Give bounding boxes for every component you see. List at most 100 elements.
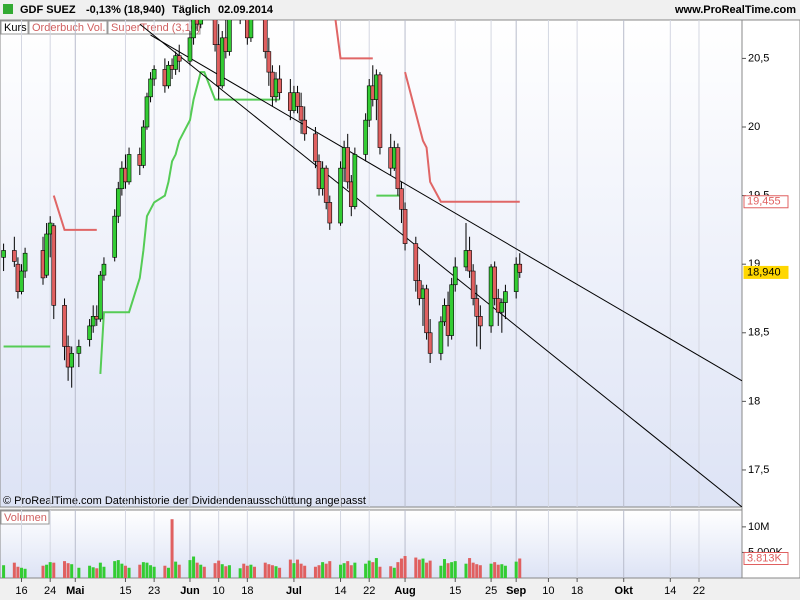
candle-body: [44, 233, 49, 276]
volume-bar: [353, 562, 357, 578]
candle-body: [338, 167, 343, 224]
candle-body: [449, 284, 454, 336]
volume-bar: [224, 566, 228, 578]
volume-bar: [141, 562, 145, 578]
volume-bar: [439, 565, 443, 578]
volume-bar: [500, 564, 504, 578]
volume-bar: [242, 563, 246, 578]
candle-body: [173, 55, 178, 70]
volume-bar: [220, 564, 224, 578]
volume-bar: [227, 565, 231, 578]
candle-body: [69, 353, 74, 368]
price-axis: [741, 19, 800, 579]
volume-bar: [489, 563, 493, 578]
x-tick-label: 10: [213, 585, 225, 597]
x-tick-label: 14: [334, 585, 346, 597]
candle-body: [112, 215, 118, 258]
site: www.ProRealTime.com: [674, 4, 796, 16]
legend-book: Orderbuch Vol.: [32, 22, 105, 34]
candle-body: [227, 20, 232, 52]
volume-bar: [12, 562, 16, 578]
price-plot: [1, 20, 742, 507]
candle-body: [248, 20, 254, 39]
volume-bar: [475, 564, 479, 578]
volume-bar: [378, 566, 382, 578]
symbol-icon: [3, 4, 13, 14]
volume-bar: [120, 563, 124, 578]
x-tick-label: 25: [485, 585, 497, 597]
candle-body: [313, 133, 318, 162]
volume-bar: [328, 561, 332, 578]
candle-body: [492, 266, 497, 299]
candle-body: [352, 154, 358, 207]
x-tick-label: Jun: [180, 585, 200, 597]
candle-body: [101, 263, 107, 276]
volume-bar: [453, 561, 457, 578]
candle-body: [478, 316, 483, 327]
candle-body: [148, 78, 153, 98]
candle-body: [266, 51, 272, 73]
price-label: 19,455: [747, 196, 781, 208]
x-tick-label: 23: [148, 585, 160, 597]
candle-body: [452, 266, 458, 286]
candle-body: [90, 316, 96, 327]
volume-bar: [468, 558, 472, 578]
candle-body: [424, 288, 429, 334]
volume-bar: [77, 567, 81, 578]
candle-body: [467, 250, 472, 272]
volume-bar: [392, 567, 396, 578]
volume-bar: [63, 561, 67, 578]
volume-bar: [324, 563, 328, 578]
candle-body: [399, 188, 404, 210]
volume-bar: [514, 561, 518, 578]
candle-body: [219, 37, 225, 87]
volume-bar: [346, 561, 350, 578]
volume-bar: [339, 564, 343, 578]
supertrend-line: [52, 20, 520, 231]
volume-bar: [199, 564, 203, 578]
candle-body: [438, 321, 444, 354]
volume-bar: [23, 568, 27, 578]
volume-bar: [41, 565, 45, 578]
volume-panel: [0, 509, 743, 579]
volume-bar: [253, 566, 257, 578]
candle-body: [327, 202, 333, 224]
x-tick-label: 22: [693, 585, 705, 597]
volume-bar: [478, 565, 482, 578]
volume-bar: [123, 565, 127, 578]
volume-bar: [396, 562, 400, 578]
volume-bar: [138, 564, 142, 578]
legend-box: [28, 20, 108, 35]
volume-bar: [152, 566, 156, 578]
trendline: [150, 34, 742, 382]
volume-bar: [2, 565, 6, 578]
volume-bar: [91, 567, 95, 578]
volume-bar: [66, 563, 70, 578]
x-tick-label: 10: [542, 585, 554, 597]
candle-body: [262, 20, 268, 52]
x-tick-label: Aug: [394, 585, 415, 597]
volume-bar: [95, 568, 99, 578]
candle-body: [22, 252, 28, 272]
volume-bar: [249, 564, 253, 578]
x-tick-label: 18: [241, 585, 253, 597]
candle-body: [474, 298, 480, 317]
volume-bar: [450, 562, 454, 578]
volume-bar: [389, 566, 393, 578]
volume-bar: [518, 558, 522, 578]
candle-body: [212, 20, 218, 45]
volume-bar: [192, 556, 196, 578]
volume-bar: [374, 558, 378, 578]
candle-body: [76, 346, 82, 354]
change: -0,13% (18,940): [86, 4, 165, 16]
candle-body: [141, 126, 146, 166]
y-tick-label: 20: [748, 121, 760, 133]
x-tick-label: 22: [363, 585, 375, 597]
volume-bar: [428, 560, 432, 578]
volume-bar: [45, 564, 49, 578]
candle-body: [302, 119, 307, 135]
volume-bar: [52, 562, 56, 578]
volume-bar: [116, 560, 120, 578]
volume-bar: [446, 563, 450, 578]
volume-bar: [238, 568, 242, 578]
